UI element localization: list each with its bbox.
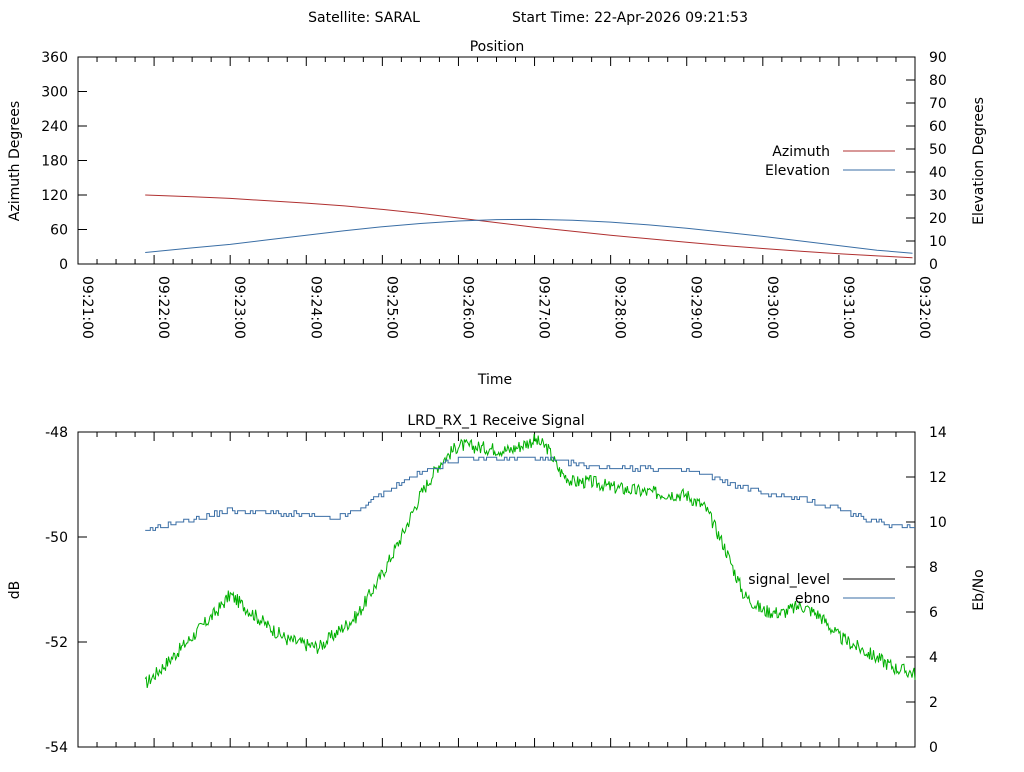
position-y-axis-label: Azimuth Degrees [7,101,23,221]
x-tick-label: 09:30:00 [764,276,780,339]
y2-tick-label: 50 [929,142,947,158]
legend-label-elevation: Elevation [765,163,830,179]
y-tick-label: -48 [45,425,68,441]
x-tick-label: 09:29:00 [688,276,704,339]
x-tick-label: 09:27:00 [536,276,552,339]
x-tick-label: 09:28:00 [612,276,628,339]
y-tick-label: 180 [41,154,68,170]
legend-label-ebno: ebno [795,591,830,607]
plot-frame-0 [77,56,916,265]
header-satellite: Satellite: SARAL [308,10,420,26]
position-x-axis-label: Time [477,372,512,388]
series-line-elevation [145,218,913,254]
y2-tick-label: 30 [929,188,947,204]
position-y2-axis-label: Elevation Degrees [971,97,987,225]
y2-tick-label: 2 [929,695,938,711]
signal-y2-axis-label: Eb/No [971,569,987,611]
y2-tick-label: 4 [929,650,938,666]
x-tick-label: 09:31:00 [840,276,856,339]
x-tick-label: 09:26:00 [459,276,475,339]
y2-tick-label: 80 [929,73,947,89]
y-tick-label: -54 [45,740,68,756]
y2-tick-label: 14 [929,425,947,441]
x-tick-label: 09:24:00 [307,276,323,339]
series-line-azimuth [145,194,913,259]
y-tick-label: 60 [50,223,68,239]
y-tick-label: 240 [41,119,68,135]
y2-tick-label: 0 [929,257,938,273]
y-tick-label: 0 [59,257,68,273]
y-tick-label: -50 [45,530,68,546]
y2-tick-label: 60 [929,119,947,135]
series-line-signal-level [144,433,916,688]
y-tick-label: 360 [41,50,68,66]
x-tick-label: 09:23:00 [231,276,247,339]
series-line-ebno [145,456,915,531]
position-plot: 09:21:00 09:22:00 09:23:00 09:24:00 09:25:00… [41,50,947,339]
y-tick-label: 120 [41,188,68,204]
y2-tick-label: 12 [929,470,947,486]
y2-tick-label: 10 [929,234,947,250]
y2-tick-label: 70 [929,96,947,112]
legend-label-signal-level: signal_level [748,572,830,588]
x-tick-label: 09:25:00 [383,276,399,339]
y2-tick-label: 40 [929,165,947,181]
y-tick-label: -52 [45,635,68,651]
y2-tick-label: 90 [929,50,947,66]
x-tick-label: 09:22:00 [155,276,171,339]
x-tick-label: 09:21:00 [79,276,95,339]
signal-chart-title: LRD_RX_1 Receive Signal [407,413,584,429]
signal-y-axis-label: dB [7,581,23,600]
y2-tick-label: 20 [929,211,947,227]
y2-tick-label: 6 [929,605,938,621]
y-tick-label: 300 [41,85,68,101]
position-chart-title: Position [470,39,525,55]
header-start-time: Start Time: 22-Apr-2026 09:21:53 [512,10,748,26]
y2-tick-label: 8 [929,560,938,576]
y2-tick-label: 0 [929,740,938,756]
y2-tick-label: 10 [929,515,947,531]
x-tick-label: 09:32:00 [916,276,932,339]
legend-label-azimuth: Azimuth [772,144,830,160]
plot-frame-1 [77,431,916,748]
